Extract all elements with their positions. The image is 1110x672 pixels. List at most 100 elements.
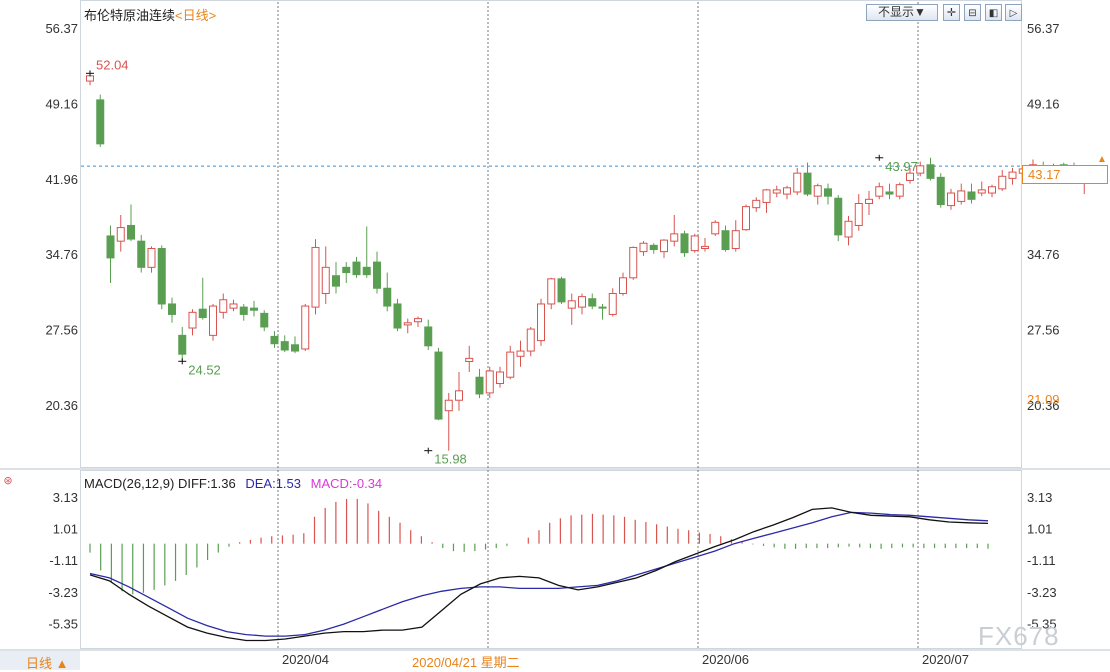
candle-body: [383, 287, 392, 307]
price-tick-left: 41.96: [45, 172, 78, 187]
candle-body: [803, 172, 812, 195]
candle-body: [690, 235, 699, 252]
candle-body: [168, 303, 176, 315]
macd-tick-right: -3.23: [1027, 585, 1057, 600]
x-tick-label: 2020/07: [922, 652, 969, 667]
candle-body: [157, 247, 166, 305]
candle-body: [198, 308, 207, 319]
candle-body: [752, 199, 761, 209]
candle-body: [403, 322, 412, 326]
candle-body: [998, 175, 1007, 190]
candle-body: [352, 261, 361, 276]
candle-body: [783, 187, 791, 195]
candle-body: [906, 172, 914, 181]
candle-body: [270, 335, 279, 345]
crosshair-button[interactable]: ✛: [943, 4, 960, 21]
candle-body: [209, 305, 217, 336]
candle-body: [947, 192, 955, 207]
macd-tick-left: -3.23: [48, 585, 78, 600]
candle-body: [793, 172, 802, 193]
candle-body: [567, 300, 576, 309]
x-tick-label: 2020/04: [282, 652, 329, 667]
candle-body: [865, 198, 873, 204]
zoom-out-button[interactable]: ⊟: [964, 4, 981, 21]
macd-tick-left: -5.35: [48, 616, 78, 631]
x-tick-label: 2020/06: [702, 652, 749, 667]
candle-body: [147, 247, 156, 268]
macd-tick-right: 3.13: [1027, 490, 1052, 505]
macd-tick-left: 3.13: [53, 490, 78, 505]
candle-body: [219, 299, 228, 313]
candle-body: [578, 296, 586, 308]
display-dropdown-button[interactable]: 不显示▼: [866, 4, 938, 21]
instrument-title: 布伦特原油连续: [84, 8, 176, 23]
candle-body: [824, 188, 832, 197]
candle-body: [742, 206, 750, 231]
scroll-right-icon: ▷: [1009, 8, 1018, 19]
shrink-icon: ⊟: [968, 8, 977, 19]
candle-body: [465, 357, 474, 363]
candle-body: [547, 278, 556, 305]
price-tick-right: 34.76: [1027, 247, 1060, 262]
candle-body: [885, 191, 894, 195]
candle-body: [639, 242, 648, 253]
price-tick-left: 56.37: [45, 21, 78, 36]
low-price-label: 43.97: [885, 159, 918, 174]
crosshair-date: 2020/04/21 星期二: [412, 655, 520, 670]
candle-body: [629, 246, 638, 279]
period-label[interactable]: <日线>: [175, 8, 217, 23]
macd-tick-left: -1.11: [49, 553, 78, 568]
price-tick-right: 27.56: [1027, 322, 1060, 337]
candle-body: [680, 233, 689, 254]
candle-body: [188, 311, 197, 329]
candle-body: [649, 244, 658, 251]
low-price-label: 15.98: [434, 452, 467, 467]
candle-body: [988, 186, 996, 194]
price-tick-left: 49.16: [45, 96, 78, 111]
candle-body: [936, 176, 945, 206]
candle-body: [608, 292, 617, 315]
candle-body: [731, 230, 740, 249]
candle-body: [660, 239, 668, 253]
candle-body: [516, 350, 525, 357]
candle-body: [588, 298, 597, 307]
candle-body: [229, 303, 238, 309]
current-price-box: 43.17: [1022, 165, 1108, 184]
candle-body: [762, 189, 771, 203]
candle-body: [424, 326, 433, 347]
macd-tick-right: -1.11: [1027, 553, 1056, 568]
watermark: FX678: [978, 621, 1060, 651]
candle-body: [260, 312, 269, 328]
diff-line: [89, 507, 989, 642]
high-price-label: 52.04: [96, 57, 129, 72]
period-switch-label: 日线 ▲: [26, 656, 69, 671]
candle-body: [670, 233, 679, 242]
price-tick-right: 56.37: [1027, 21, 1060, 36]
scroll-right-button[interactable]: ▷: [1005, 4, 1022, 21]
candle-body: [86, 75, 94, 82]
candle-body: [844, 220, 853, 238]
candle-body: [280, 341, 289, 351]
candle-body: [321, 266, 330, 294]
candle-body: [813, 185, 822, 197]
macd-panel-frame: [80, 470, 1022, 649]
macd-value: MACD:-0.34: [310, 476, 383, 491]
candle-body: [311, 246, 320, 308]
candle-body: [875, 186, 884, 197]
candle-body: [96, 99, 105, 145]
candle-body: [701, 245, 709, 249]
candle-body: [834, 197, 843, 236]
candle-body: [496, 371, 504, 384]
period-switch-button[interactable]: 日线 ▲: [0, 651, 80, 671]
price-tick-left: 34.76: [45, 247, 78, 262]
macd-tick-left: 1.01: [53, 522, 78, 537]
price-panel-frame: [80, 0, 1022, 468]
candle-body: [455, 390, 463, 401]
candle-body: [434, 351, 443, 420]
candle-body: [895, 184, 904, 197]
scroll-left-button[interactable]: ◧: [985, 4, 1002, 21]
candle-body: [598, 306, 607, 309]
macd-settings-icon[interactable]: ⊛: [3, 475, 13, 487]
candle-body: [977, 189, 986, 194]
candle-body: [239, 306, 248, 315]
